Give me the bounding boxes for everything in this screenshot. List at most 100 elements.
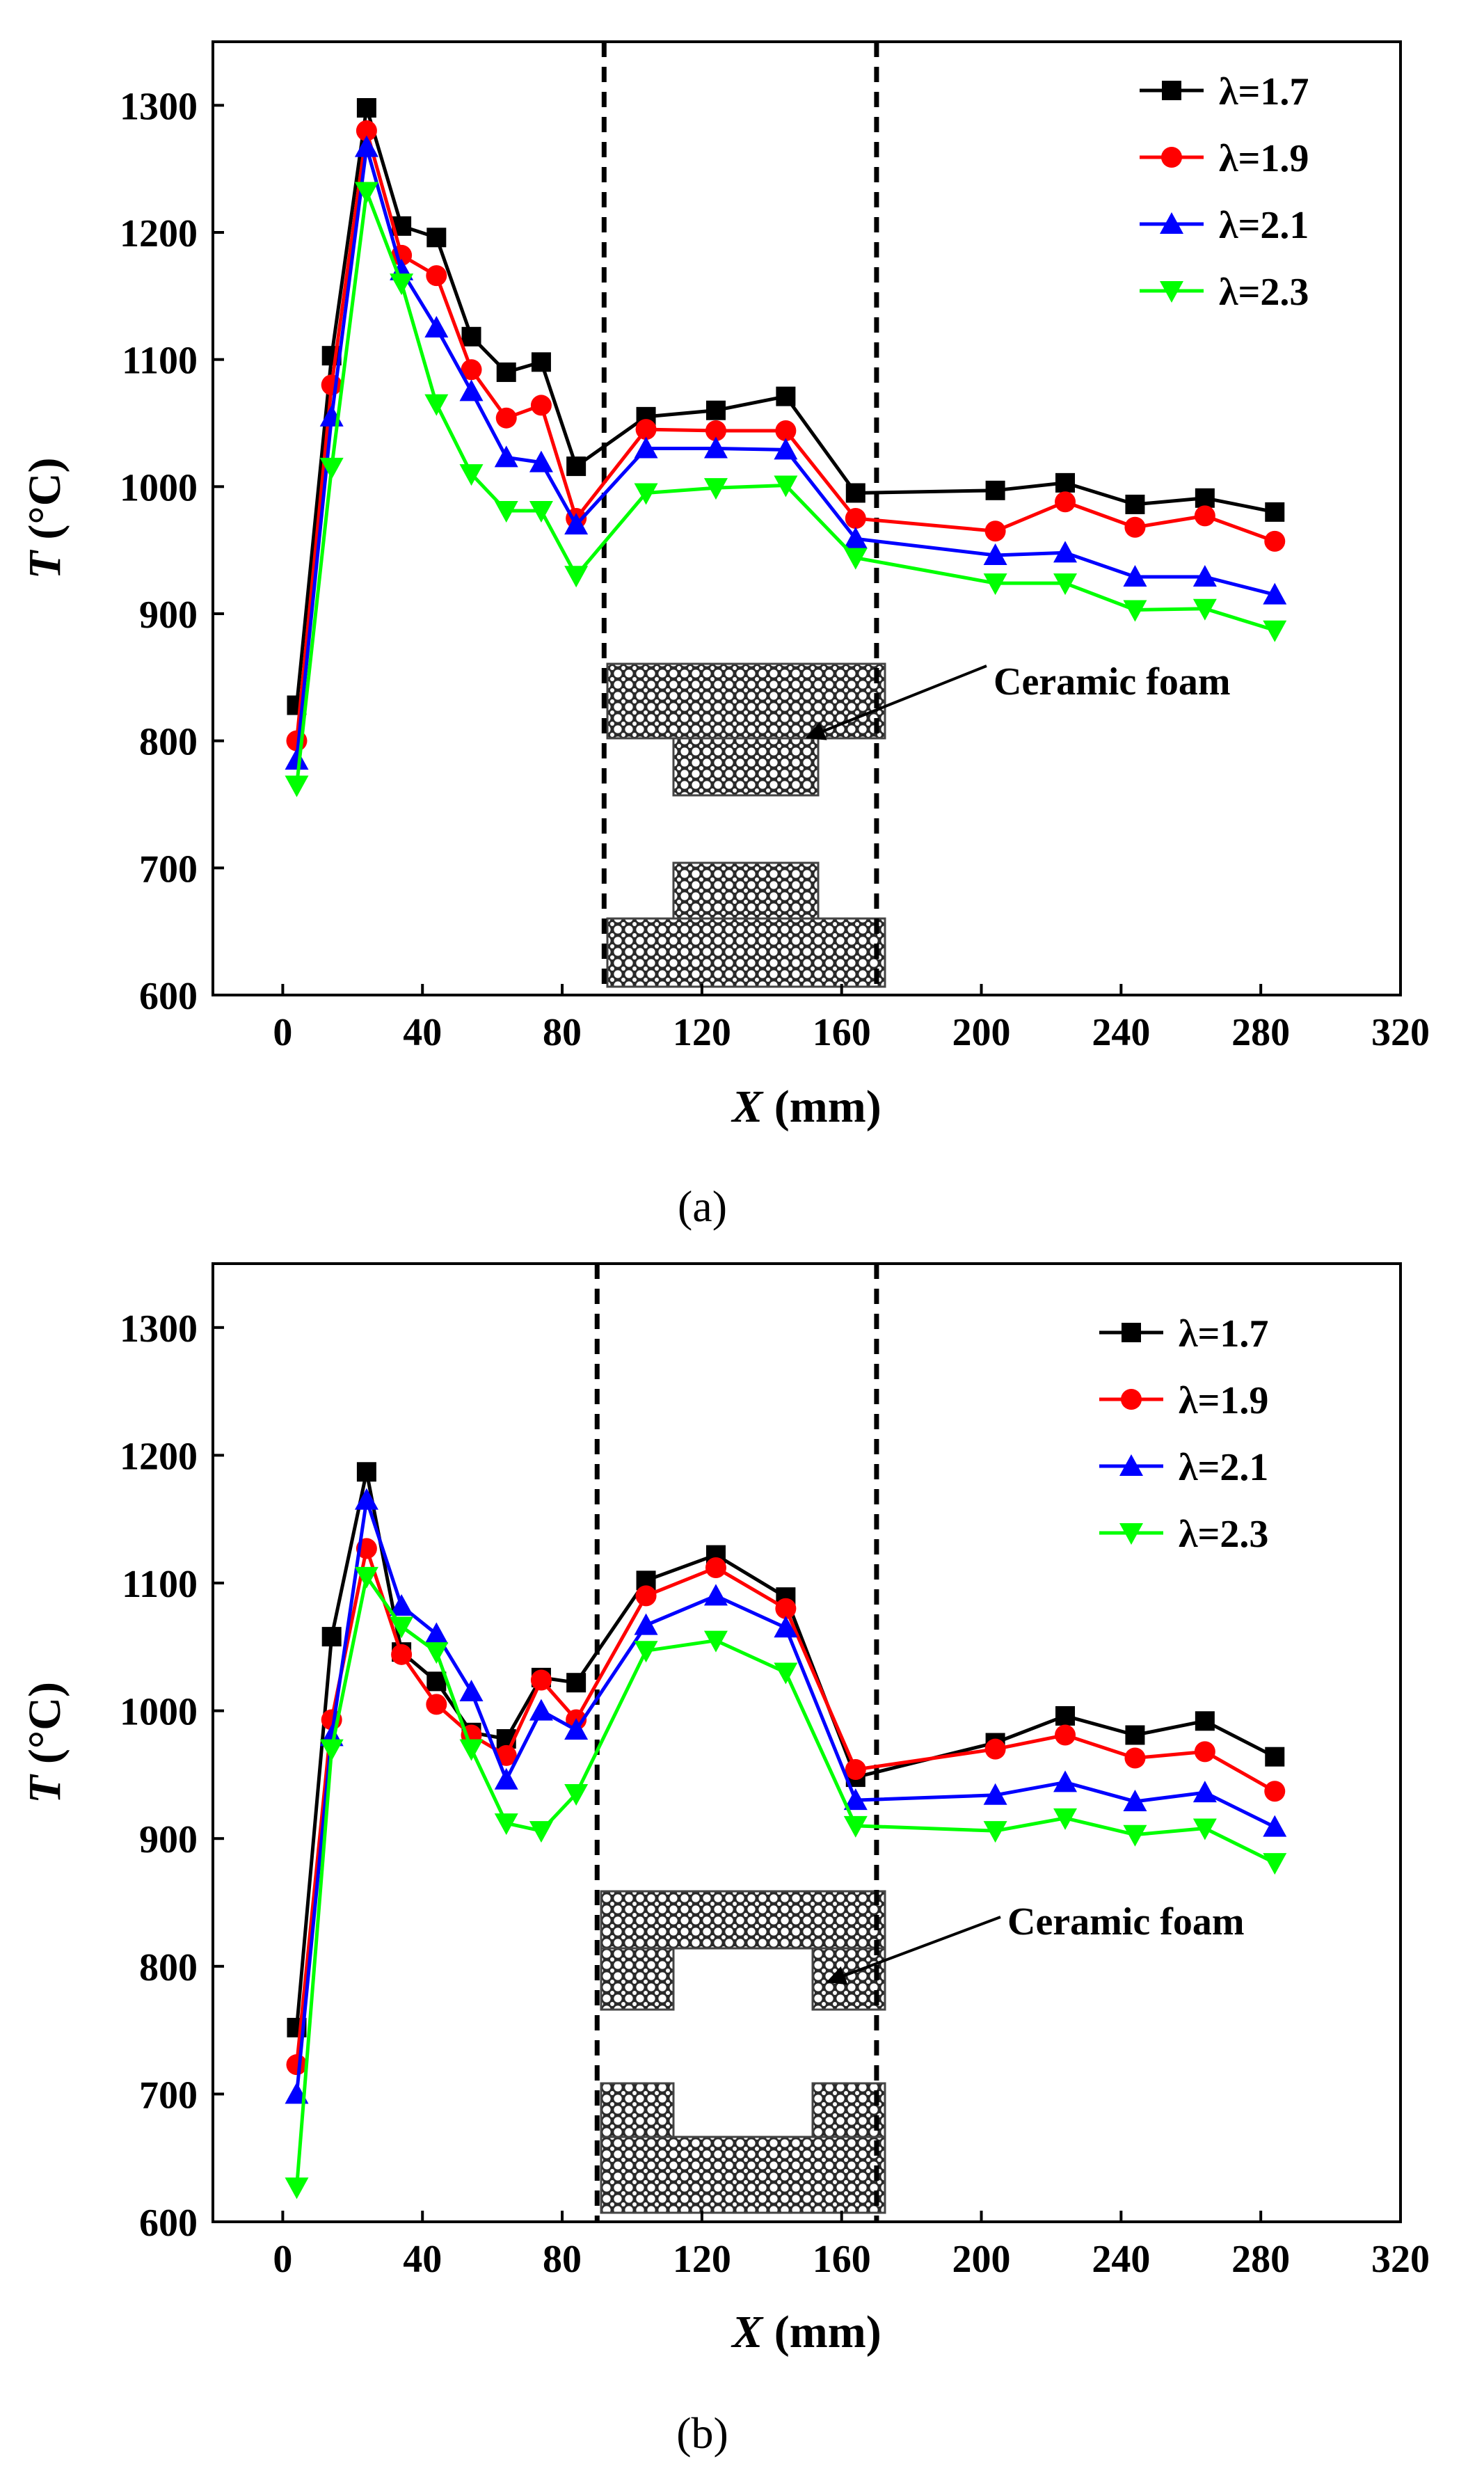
data-point [531, 352, 551, 372]
x-tick-label: 120 [673, 1011, 731, 1054]
legend-marker [1160, 281, 1183, 303]
data-point [983, 1783, 1007, 1805]
data-point [705, 1557, 726, 1578]
data-point [1263, 1853, 1287, 1875]
data-point [1195, 1711, 1215, 1731]
data-point [1195, 488, 1215, 508]
y-tick-label: 600 [139, 975, 198, 1018]
ceramic-foam-illustration [600, 1890, 886, 2214]
data-point [566, 1673, 587, 1693]
legend: λ=1.7 λ=1.9 λ=2.1 λ=2.3 [1140, 70, 1309, 314]
data-point [634, 1613, 658, 1635]
data-point [1055, 1705, 1076, 1726]
y-axis-label-unit: (°C) [19, 1682, 70, 1776]
data-point [1192, 1818, 1217, 1840]
legend-label: λ=2.1 [1179, 1446, 1268, 1489]
data-point [635, 1585, 657, 1607]
x-axis-label-var: X [731, 1081, 764, 1132]
foam-block [600, 2136, 886, 2214]
x-axis-label: X (mm) [731, 1081, 881, 1132]
data-point [426, 228, 447, 248]
data-point [286, 2054, 308, 2076]
data-point [1264, 1781, 1286, 1802]
data-point [1263, 582, 1287, 605]
legend-marker [1119, 1523, 1143, 1545]
annotation-arrow [805, 665, 987, 740]
data-point [529, 450, 553, 472]
y-tick-label: 600 [139, 2202, 198, 2245]
data-point [703, 1630, 728, 1653]
data-point [984, 520, 1006, 542]
data-point [1053, 1808, 1078, 1830]
foam-block [672, 737, 820, 797]
x-tick-label: 120 [673, 2238, 731, 2281]
data-point [845, 1759, 866, 1781]
y-tick-label: 700 [139, 848, 198, 891]
legend-label: λ=1.9 [1179, 1379, 1268, 1422]
data-point [775, 420, 797, 441]
data-point [285, 775, 309, 797]
foam-block [600, 1890, 886, 1950]
series-line [295, 1546, 1276, 2065]
data-point [494, 1767, 518, 1790]
y-axis-label-var: T [19, 549, 70, 579]
data-point [703, 478, 728, 500]
data-point [424, 316, 449, 337]
foam-block [811, 1947, 886, 2011]
data-point [354, 182, 378, 204]
series-3 [285, 1566, 1287, 2200]
data-point [1125, 494, 1145, 514]
data-point [494, 501, 518, 523]
plot-frame [212, 40, 1402, 996]
data-point [391, 1644, 413, 1665]
data-point [354, 1488, 378, 1510]
chart-panel-a: 0 40 80 120 160 200 240 280 320 600 700 800 900 1000 1… [19, 40, 1430, 1231]
data-point [1055, 472, 1076, 493]
data-point [564, 513, 589, 535]
data-point [321, 1627, 342, 1647]
data-point [1192, 1781, 1217, 1803]
data-point [845, 508, 866, 529]
data-point [1194, 505, 1215, 527]
y-axis-label-var: T [19, 1774, 70, 1804]
x-tick-label: 40 [403, 1011, 442, 1054]
data-point [495, 1744, 517, 1766]
y-tick-label: 800 [139, 1946, 198, 1989]
data-point [703, 1584, 728, 1606]
foam-block [672, 861, 820, 920]
legend-label: λ=2.1 [1219, 204, 1309, 247]
data-point [1123, 565, 1147, 587]
series-line [295, 145, 1275, 761]
data-point [319, 457, 344, 479]
data-point [1053, 541, 1078, 563]
data-point [564, 1783, 589, 1806]
data-point [983, 573, 1007, 596]
data-point [703, 436, 728, 459]
data-point [354, 135, 378, 157]
x-tick-label: 40 [403, 2238, 442, 2281]
data-point [390, 273, 414, 296]
data-point [356, 1462, 376, 1482]
foam-block [600, 1947, 675, 2011]
data-point [321, 374, 342, 396]
chart-panel-b: 0 40 80 120 160 200 240 280 320 600 700 800 900 1000 1… [19, 1262, 1430, 2458]
data-point [774, 1662, 798, 1685]
legend-label: λ=2.3 [1219, 271, 1309, 314]
legend-marker [1121, 1389, 1142, 1410]
data-point [424, 394, 449, 416]
series-1 [286, 120, 1286, 752]
data-point [985, 480, 1005, 500]
legend-marker [1160, 212, 1183, 234]
x-axis-label-var: X [731, 2307, 764, 2357]
x-tick-label: 320 [1371, 2238, 1430, 2281]
data-point [634, 1641, 658, 1663]
foam-block [606, 917, 886, 988]
data-point [1124, 516, 1146, 538]
data-point [285, 2177, 309, 2200]
data-point [1124, 1747, 1146, 1769]
data-point [774, 1616, 798, 1638]
data-point [1123, 1824, 1147, 1847]
data-point [424, 1642, 449, 1664]
data-point [845, 483, 865, 503]
data-point [1264, 530, 1286, 552]
